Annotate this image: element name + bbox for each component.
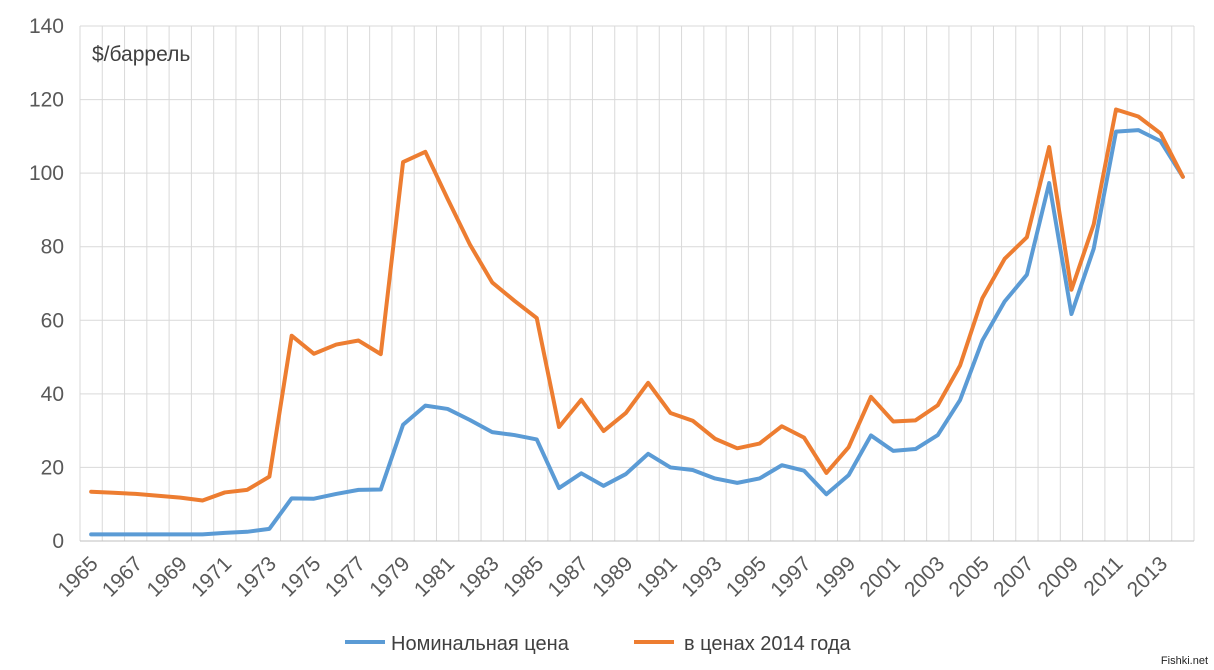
x-tick-label: 1989 bbox=[588, 552, 637, 601]
legend-label-nominal: Номинальная цена bbox=[391, 633, 570, 655]
series-line-real-2014 bbox=[89, 107, 1185, 503]
y-tick-label: 0 bbox=[52, 530, 64, 553]
x-tick-label: 1985 bbox=[499, 552, 548, 601]
x-tick-label: 1995 bbox=[722, 552, 771, 601]
y-tick-label: 140 bbox=[29, 15, 64, 38]
x-tick-label: 1991 bbox=[633, 552, 682, 601]
x-tick-label: 1979 bbox=[365, 552, 414, 601]
x-tick-label: 1965 bbox=[53, 552, 102, 601]
y-tick-label: 120 bbox=[29, 89, 64, 112]
x-tick-label: 1999 bbox=[811, 552, 860, 601]
x-tick-label: 2007 bbox=[989, 552, 1038, 601]
chart-gridlines bbox=[79, 25, 1195, 542]
x-tick-label: 2011 bbox=[1079, 552, 1127, 600]
y-tick-label: 60 bbox=[41, 309, 64, 332]
x-tick-label: 1975 bbox=[276, 552, 325, 601]
x-tick-label: 1973 bbox=[232, 552, 281, 601]
legend: Номинальная цена в ценах 2014 года bbox=[345, 633, 852, 655]
y-unit-label: $/баррель bbox=[92, 43, 190, 66]
x-tick-label: 1993 bbox=[677, 552, 726, 601]
y-tick-label: 100 bbox=[29, 162, 64, 185]
series-line-nominal bbox=[89, 128, 1185, 537]
x-tick-label: 1971 bbox=[187, 552, 236, 601]
legend-label-real-2014: в ценах 2014 года bbox=[684, 633, 852, 655]
x-tick-label: 2009 bbox=[1034, 552, 1083, 601]
x-tick-label: 1997 bbox=[766, 552, 815, 601]
x-tick-label: 1969 bbox=[142, 552, 191, 601]
y-tick-label: 20 bbox=[41, 456, 64, 479]
x-tick-label: 1977 bbox=[321, 552, 370, 601]
series-lines bbox=[89, 107, 1185, 537]
x-tick-label: 1987 bbox=[544, 552, 593, 601]
x-tick-label: 1981 bbox=[410, 552, 459, 601]
y-tick-label: 80 bbox=[41, 236, 64, 259]
watermark: Fishki.net bbox=[1160, 655, 1208, 667]
x-tick-label: 2013 bbox=[1123, 552, 1172, 601]
x-tick-label: 2005 bbox=[945, 552, 994, 601]
x-tick-label: 2003 bbox=[900, 552, 949, 601]
y-axis-ticks: 0 20 40 60 80 100 120 140 bbox=[29, 15, 64, 553]
x-axis-ticks: 1965196719691971197319751977197919811983… bbox=[53, 552, 1172, 601]
x-tick-label: 1983 bbox=[454, 552, 503, 601]
x-tick-label: 1967 bbox=[98, 552, 147, 601]
x-tick-label: 2001 bbox=[855, 552, 904, 601]
y-tick-label: 40 bbox=[41, 383, 64, 406]
